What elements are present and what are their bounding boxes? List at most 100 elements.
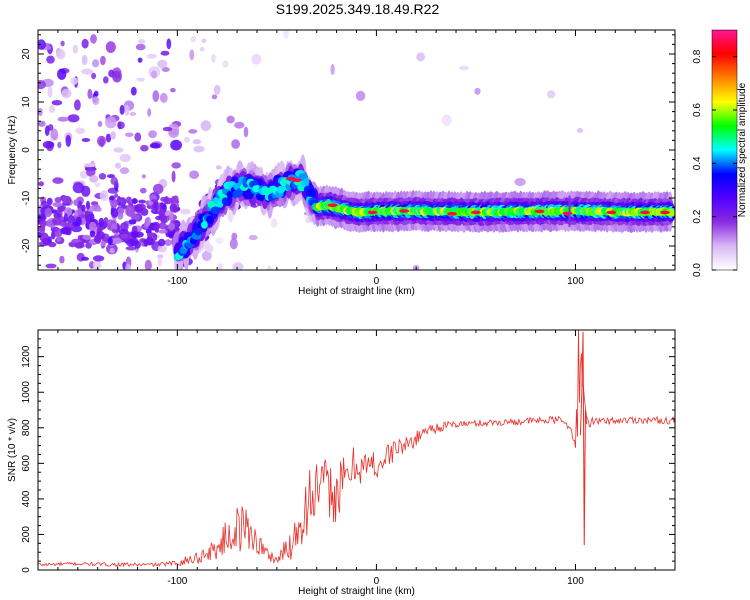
noise-blob [110, 176, 118, 186]
noise-blob [57, 205, 65, 213]
noise-blob [125, 246, 137, 251]
noise-blob [72, 182, 85, 194]
noise-blob [60, 40, 65, 47]
ridge-spike [568, 195, 571, 227]
ridge-blob [217, 200, 224, 208]
noise-blob [153, 233, 158, 241]
noise-blob [46, 55, 55, 64]
noise-blob [171, 170, 176, 183]
noise-blob [135, 43, 146, 51]
noise-blob [111, 228, 117, 233]
snr-frame [37, 329, 676, 571]
noise-blob [59, 255, 65, 264]
noise-blob [77, 208, 82, 216]
noise-blob [143, 239, 149, 247]
noise-blob [160, 50, 170, 56]
noise-blob [124, 104, 130, 116]
ridge-peak [534, 209, 545, 214]
noise-blob [79, 170, 88, 179]
noise-blob [66, 215, 76, 224]
noise-blob [330, 64, 335, 75]
colorbar-tick-label: 0.2 [692, 209, 703, 223]
noise-blob [125, 263, 131, 270]
noise-blob [162, 126, 173, 132]
ridge-blob [201, 221, 208, 229]
ridge-peak [399, 209, 410, 213]
noise-blob [248, 234, 258, 241]
noise-blob [57, 141, 62, 149]
ridge-blob [303, 178, 310, 186]
colorbar-tick-label: 0.6 [692, 103, 703, 117]
y-axis-label: Frequency (Hz) [7, 116, 18, 185]
noise-blob [137, 57, 143, 63]
noise-blob [474, 87, 481, 95]
ridge-peak [447, 212, 458, 216]
noise-blob [105, 133, 112, 143]
noise-blob [416, 52, 425, 62]
noise-blob [56, 49, 66, 60]
noise-blob [161, 67, 170, 72]
x-axis-label: Height of straight line (km) [298, 286, 415, 297]
noise-blob [110, 131, 116, 140]
noise-blob [459, 66, 470, 71]
noise-blob [57, 116, 69, 122]
y-tick-label: 1000 [21, 381, 32, 404]
noise-blob [117, 207, 125, 214]
y-tick-label: 400 [21, 490, 32, 507]
noise-blob [201, 250, 212, 261]
noise-blob [105, 41, 116, 53]
noise-blob [113, 147, 124, 153]
noise-blob [41, 213, 46, 221]
noise-blob [576, 128, 584, 133]
noise-blob [193, 145, 205, 153]
noise-blob [54, 197, 62, 203]
noise-blob [38, 80, 46, 90]
noise-blob [51, 209, 58, 214]
noise-blob [61, 88, 72, 99]
noise-blob [163, 197, 173, 205]
noise-blob [83, 162, 96, 168]
noise-blob [164, 239, 173, 247]
noise-blob [200, 120, 212, 132]
ridge-blob [235, 188, 244, 196]
noise-blob [167, 222, 176, 231]
x-tick-label: 0 [374, 276, 380, 287]
noise-blob [74, 99, 81, 111]
noise-blob [441, 114, 452, 126]
noise-blob [158, 222, 167, 230]
y-tick-label: 0 [21, 147, 32, 153]
noise-blob [215, 165, 222, 170]
noise-blob [192, 139, 202, 145]
noise-blob [231, 139, 241, 149]
y-tick-label: 10 [21, 96, 32, 108]
noise-blob [109, 195, 115, 201]
noise-blob [184, 136, 190, 143]
noise-blob [88, 221, 97, 231]
noise-blob [130, 86, 137, 96]
noise-blob [90, 34, 97, 44]
noise-blob [152, 183, 164, 195]
noise-blob [131, 214, 141, 221]
noise-blob [514, 178, 526, 186]
noise-blob [151, 70, 157, 79]
noise-blob [45, 263, 57, 269]
noise-blob [267, 265, 272, 270]
ridge-blob [276, 185, 286, 194]
noise-blob [149, 142, 161, 149]
y-tick-label: -10 [21, 190, 32, 205]
noise-blob [158, 229, 168, 234]
noise-blob [144, 259, 152, 270]
noise-blob [199, 47, 205, 52]
ridge-blob [221, 197, 229, 205]
noise-blob [109, 247, 115, 254]
noise-blob [61, 195, 72, 205]
noise-blob [47, 86, 53, 98]
noise-blob [227, 210, 234, 223]
noise-blob [81, 54, 88, 66]
x-tick-label: -100 [167, 276, 187, 287]
noise-blob [99, 190, 109, 202]
noise-blob [141, 174, 146, 179]
noise-blob [158, 238, 166, 247]
colorbar-tick-label: 0.4 [692, 156, 703, 170]
noise-blob [56, 235, 61, 242]
